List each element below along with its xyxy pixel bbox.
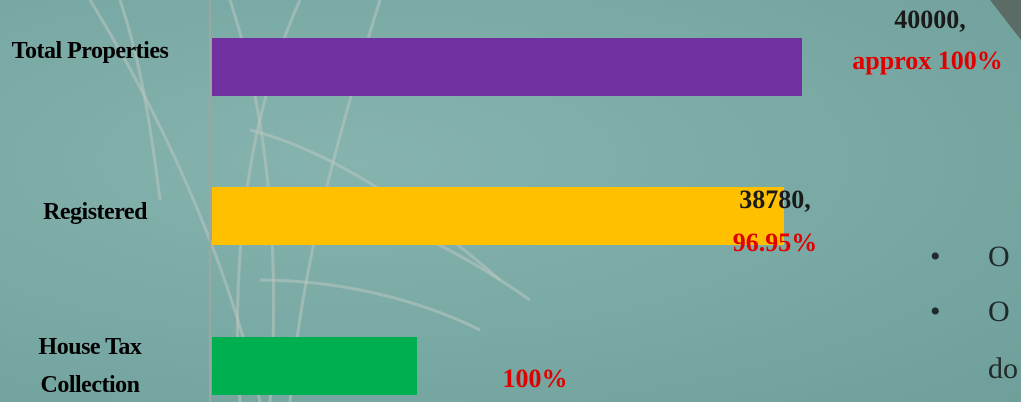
bar [212, 38, 802, 96]
slide-text: O [988, 295, 1010, 328]
bar [212, 337, 418, 395]
percent-label: approx 100% [852, 46, 1003, 75]
bullet: • [930, 295, 941, 328]
percent-label: 96.95% [732, 228, 818, 257]
category-label: House Tax Collection [38, 334, 142, 398]
value-label: 40000, [894, 5, 966, 34]
category-label: Total Properties [11, 38, 169, 64]
category-label: Registered [43, 199, 147, 225]
slide-text: O [988, 240, 1010, 273]
value-label: 38780, [739, 185, 811, 214]
bar [212, 187, 784, 245]
corner-shape [990, 0, 1021, 40]
slide-text: do [988, 352, 1018, 385]
bullet: • [930, 240, 941, 273]
percent-label: 100% [502, 364, 568, 393]
